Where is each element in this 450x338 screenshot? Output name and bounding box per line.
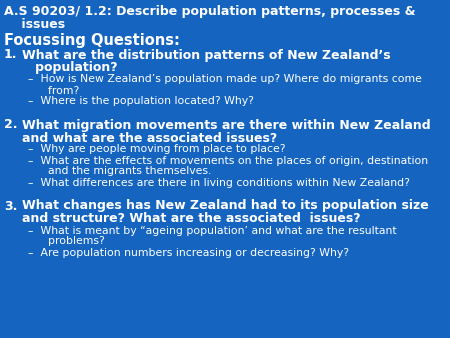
Text: and the migrants themselves.: and the migrants themselves. <box>34 167 211 176</box>
Text: 1.: 1. <box>4 48 18 62</box>
Text: –  What is meant by “ageing population’ and what are the resultant: – What is meant by “ageing population’ a… <box>28 225 396 236</box>
Text: population?: population? <box>22 62 117 74</box>
Text: and structure? What are the associated  issues?: and structure? What are the associated i… <box>22 213 360 225</box>
Text: from?: from? <box>34 86 79 96</box>
Text: –  Why are people moving from place to place?: – Why are people moving from place to pl… <box>28 145 285 154</box>
Text: What changes has New Zealand had to its population size: What changes has New Zealand had to its … <box>22 199 429 213</box>
Text: A.S 90203/ 1.2: Describe population patterns, processes &: A.S 90203/ 1.2: Describe population patt… <box>4 5 415 18</box>
Text: –  What differences are there in living conditions within New Zealand?: – What differences are there in living c… <box>28 177 410 188</box>
Text: –  How is New Zealand’s population made up? Where do migrants come: – How is New Zealand’s population made u… <box>28 74 422 84</box>
Text: Focussing Questions:: Focussing Questions: <box>4 33 180 48</box>
Text: 3.: 3. <box>4 199 18 213</box>
Text: What migration movements are there within New Zealand: What migration movements are there withi… <box>22 119 431 131</box>
Text: problems?: problems? <box>34 237 105 246</box>
Text: –  What are the effects of movements on the places of origin, destination: – What are the effects of movements on t… <box>28 155 428 166</box>
Text: and what are the associated issues?: and what are the associated issues? <box>22 131 277 145</box>
Text: –  Are population numbers increasing or decreasing? Why?: – Are population numbers increasing or d… <box>28 247 349 258</box>
Text: What are the distribution patterns of New Zealand’s: What are the distribution patterns of Ne… <box>22 48 391 62</box>
Text: –  Where is the population located? Why?: – Where is the population located? Why? <box>28 97 254 106</box>
Text: 2.: 2. <box>4 119 18 131</box>
Text: issues: issues <box>4 18 65 31</box>
